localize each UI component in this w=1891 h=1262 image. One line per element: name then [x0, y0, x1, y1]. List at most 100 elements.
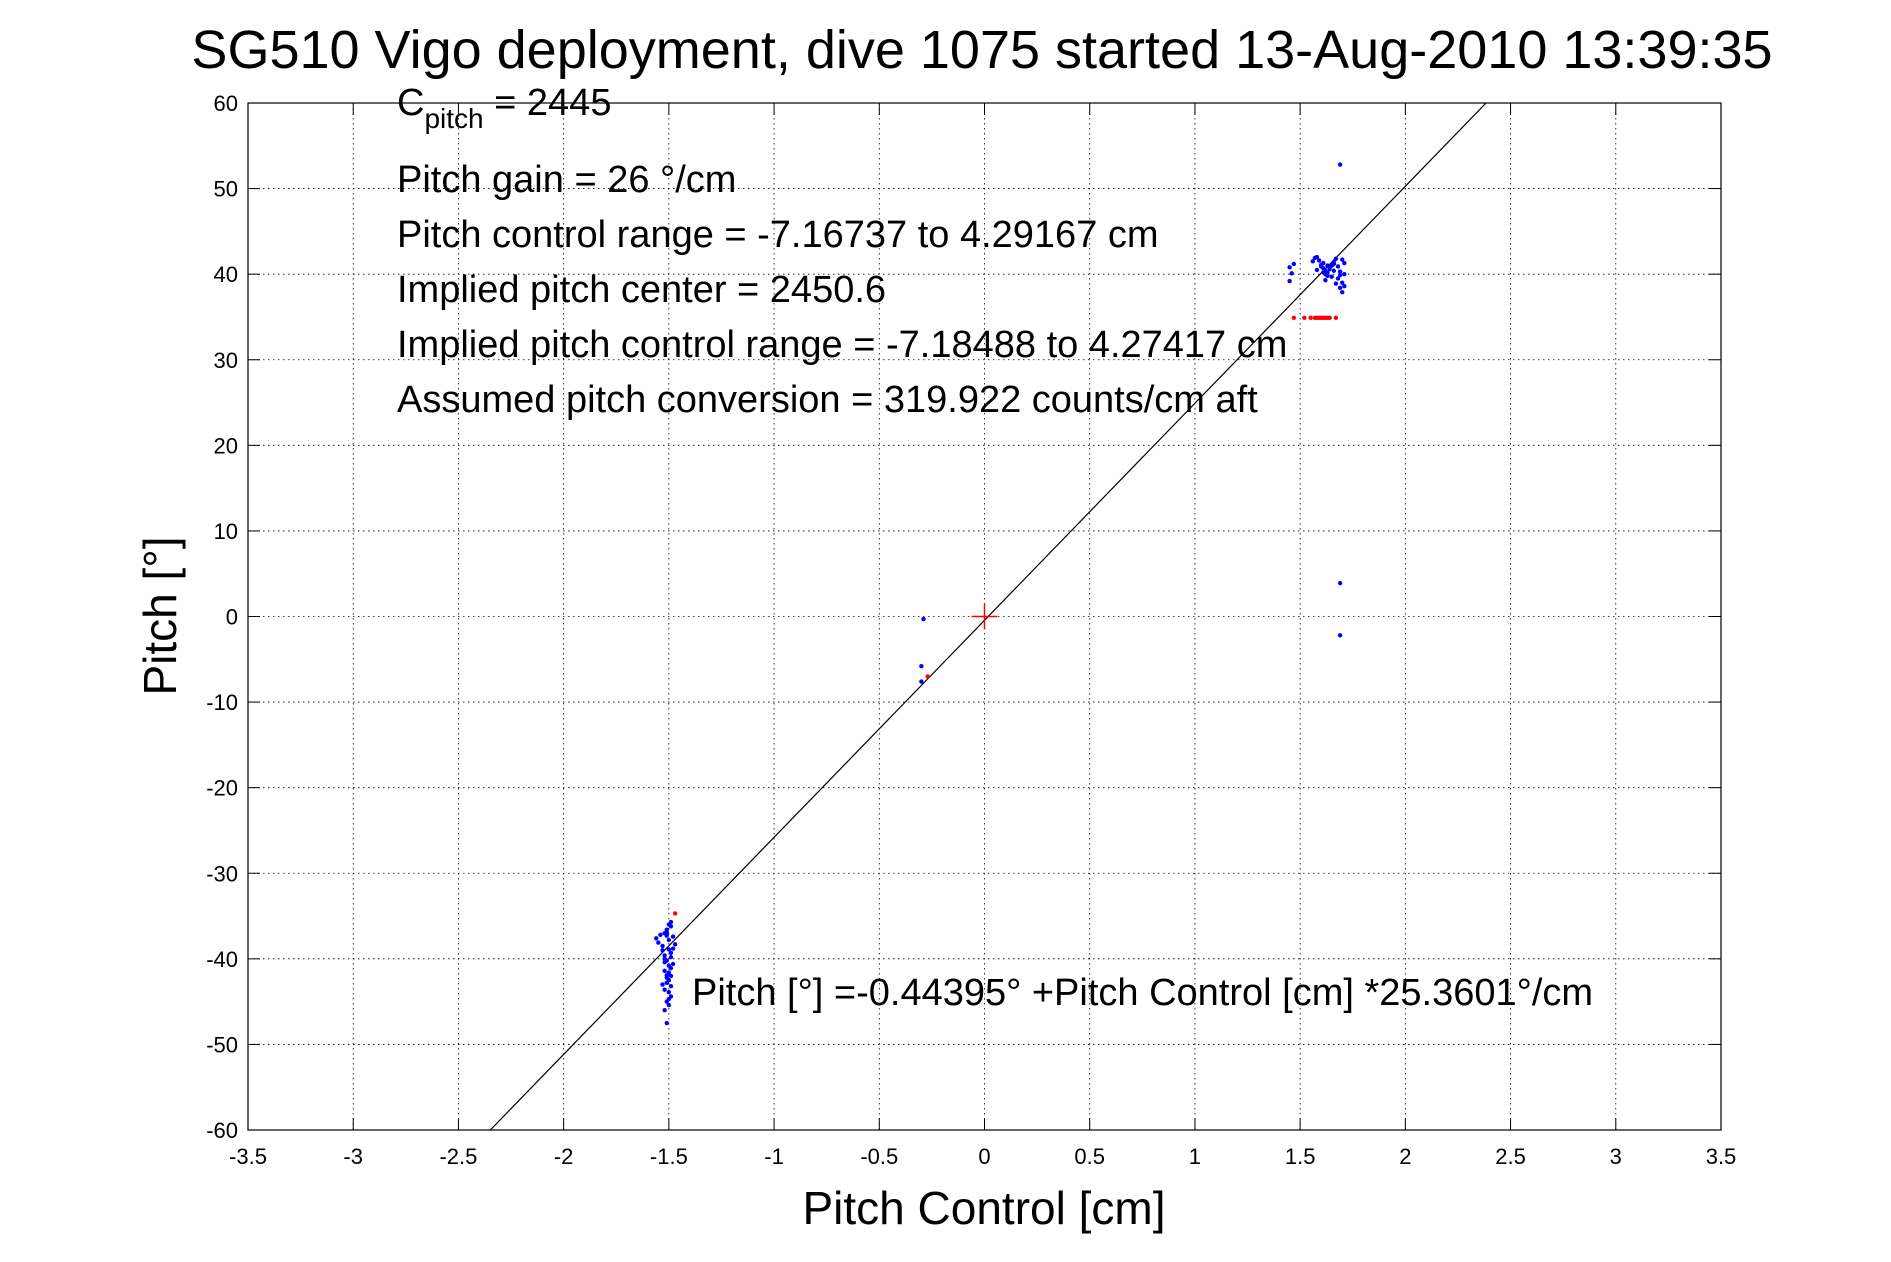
fit-equation: Pitch [°] =-0.44395° +Pitch Control [cm]… — [692, 972, 1593, 1014]
data-point — [1318, 264, 1324, 269]
y-axis-label: Pitch [°] — [134, 536, 186, 695]
data-point — [664, 1020, 669, 1026]
data-point — [1337, 285, 1343, 291]
c-pitch-value: = 2445 — [484, 82, 612, 124]
data-point — [664, 933, 669, 938]
data-point — [666, 996, 672, 1002]
data-point — [1316, 258, 1322, 263]
data-point — [662, 953, 667, 958]
data-point — [1308, 315, 1313, 321]
data-point — [1333, 315, 1339, 321]
data-point — [925, 674, 930, 679]
data-point — [664, 980, 669, 985]
data-point — [662, 960, 667, 965]
grid — [248, 103, 1721, 1130]
data-point — [1340, 257, 1345, 262]
series-0 — [654, 162, 1347, 1026]
c-pitch-base: C — [397, 82, 424, 124]
y-tick-label: -60 — [206, 1118, 238, 1143]
data-point — [662, 1007, 667, 1013]
data-point — [1323, 277, 1328, 283]
data-point — [1291, 315, 1297, 321]
annotation-line: Pitch gain = 26 °/cm — [397, 159, 736, 201]
data-point — [1321, 260, 1326, 266]
data-point — [1302, 315, 1307, 321]
x-axis-label: Pitch Control [cm] — [803, 1182, 1166, 1234]
x-tick-label: -3 — [343, 1144, 363, 1169]
data-point — [1287, 265, 1292, 270]
x-tick-label: 0.5 — [1074, 1144, 1105, 1169]
data-point — [666, 970, 672, 975]
y-tick-label: -40 — [206, 947, 238, 972]
data-point — [660, 948, 665, 953]
data-point — [1342, 283, 1347, 289]
y-tick-label: 30 — [214, 348, 238, 373]
data-point — [654, 936, 659, 941]
data-point — [660, 982, 665, 987]
c-pitch-subscript: pitch — [424, 103, 483, 134]
data-point — [1337, 580, 1343, 586]
data-point — [1287, 278, 1292, 284]
data-point — [656, 940, 661, 945]
data-point — [664, 975, 669, 980]
data-point — [670, 961, 676, 967]
annotation-line: Implied pitch center = 2450.6 — [397, 269, 886, 311]
data-point — [672, 942, 678, 947]
data-point — [1327, 315, 1332, 321]
y-tick-label: 40 — [214, 262, 238, 287]
data-point — [919, 663, 924, 669]
data-point — [668, 973, 674, 979]
x-tick-label: 1 — [1189, 1144, 1201, 1169]
x-tick-label: 3.5 — [1706, 1144, 1737, 1169]
x-tick-label: 0 — [978, 1144, 990, 1169]
data-point — [919, 679, 924, 684]
data-point — [1342, 271, 1347, 277]
y-tick-label: -10 — [206, 690, 238, 715]
data-point — [1337, 162, 1343, 167]
x-tick-label: 3 — [1610, 1144, 1622, 1169]
y-tick-label: -50 — [206, 1032, 238, 1057]
y-tick-label: -30 — [206, 861, 238, 886]
annotation-line: Assumed pitch conversion = 319.922 count… — [397, 379, 1258, 421]
data-point — [1335, 264, 1341, 269]
data-point — [1314, 254, 1320, 260]
data-point — [670, 934, 676, 939]
y-tick-labels: -60 -50 -40 -30 -20 -10 0 10 20 30 40 50 60 — [206, 91, 238, 1143]
data-point — [668, 966, 674, 971]
x-tick-label: -2 — [554, 1144, 574, 1169]
data-point — [660, 943, 665, 949]
data-point — [662, 956, 667, 962]
y-tick-label: 20 — [214, 433, 238, 458]
x-tick-label: -1 — [764, 1144, 784, 1169]
data-point — [666, 947, 672, 952]
data-point — [662, 987, 667, 992]
data-point — [1310, 259, 1315, 264]
data-point — [1329, 274, 1334, 279]
data-point — [670, 946, 676, 951]
data-point — [1335, 276, 1341, 281]
data-point — [1321, 270, 1326, 275]
data-point — [1325, 273, 1330, 279]
data-points — [654, 162, 1347, 1026]
data-point — [1325, 263, 1330, 268]
x-tick-label: 2.5 — [1495, 1144, 1526, 1169]
x-tick-label: 1.5 — [1285, 1144, 1316, 1169]
data-point — [1340, 289, 1345, 295]
c-pitch-annotation: Cpitch = 2445 — [397, 82, 611, 134]
chart-title: SG510 Vigo deployment, dive 1075 started… — [191, 20, 1772, 80]
data-point — [1333, 281, 1339, 286]
data-point — [668, 950, 674, 956]
data-point — [666, 1002, 672, 1008]
annotation-line: Pitch control range = -7.16737 to 4.2916… — [397, 214, 1159, 256]
data-point — [1337, 272, 1343, 278]
data-point — [658, 932, 663, 938]
data-point — [668, 919, 674, 925]
center-marker — [971, 603, 998, 630]
y-tick-label: 60 — [214, 91, 238, 116]
x-tick-label: -0.5 — [860, 1144, 898, 1169]
y-tick-label: 10 — [214, 519, 238, 544]
data-point — [1342, 260, 1347, 266]
data-point — [1314, 267, 1320, 273]
